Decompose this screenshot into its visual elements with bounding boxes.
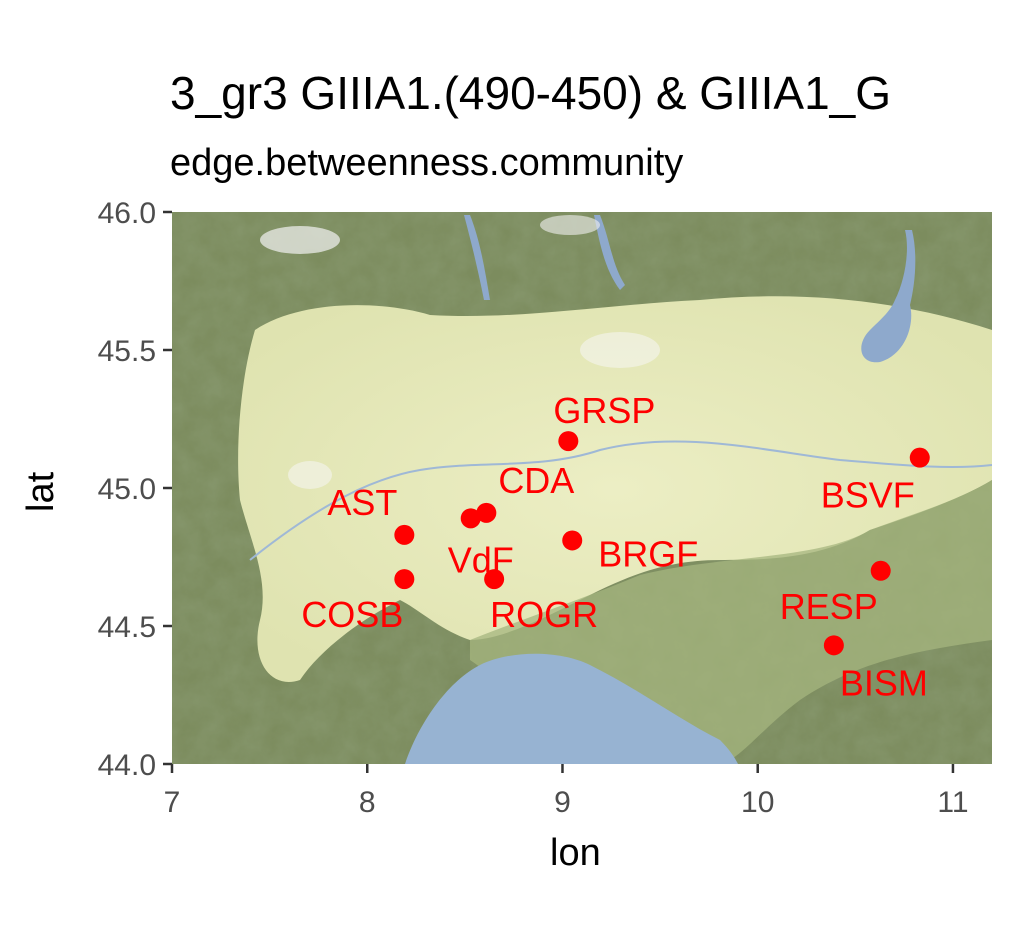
site-label: VdF (448, 539, 514, 580)
site-label: RESP (780, 586, 878, 627)
x-tick-label: 8 (359, 786, 376, 819)
site-point (484, 569, 505, 590)
site-label: BSVF (821, 475, 915, 516)
y-tick-label: 45.5 (98, 335, 156, 368)
y-tick-label: 44.0 (98, 749, 156, 782)
site-point (476, 502, 497, 523)
chart-title: 3_gr3 GIIIA1.(490-450) & GIIIA1_G (170, 67, 892, 119)
x-tick-label: 9 (554, 786, 571, 819)
site-label: CDA (498, 460, 574, 501)
lake-como (594, 215, 625, 290)
ligurian-sea (405, 653, 738, 764)
site-label: COSB (301, 594, 403, 635)
snow-patch (540, 215, 600, 235)
axes: 7 8 9 10 11 44.0 44.5 45.0 45.5 46.0 (98, 197, 969, 819)
basemap (172, 212, 992, 764)
x-tick-label: 10 (741, 786, 774, 819)
site-label: ROGR (490, 594, 598, 635)
urban-area (580, 332, 660, 368)
x-tick-label: 7 (164, 786, 181, 819)
site-label: BRGF (598, 533, 698, 574)
site-point (394, 524, 415, 545)
site-label: GRSP (553, 390, 655, 431)
site-point (558, 431, 579, 452)
urban-area (288, 461, 332, 489)
site-label: BISM (840, 662, 928, 703)
lake-maggiore (464, 215, 490, 300)
site-point (562, 530, 583, 551)
po-river (249, 440, 992, 561)
site-label: AST (327, 482, 397, 523)
site-point (909, 447, 930, 468)
site-point (394, 569, 415, 590)
y-tick-label: 46.0 (98, 197, 156, 230)
chart-subtitle: edge.betweenness.community (170, 142, 684, 184)
site-point (870, 560, 891, 581)
site-point (823, 635, 844, 656)
po-plain (238, 296, 992, 682)
site-point (460, 508, 481, 529)
y-tick-label: 44.5 (98, 611, 156, 644)
x-tick-label: 11 (937, 786, 968, 819)
y-tick-label: 45.0 (98, 473, 156, 506)
lake-garda (861, 230, 916, 363)
x-axis-title: lon (550, 832, 601, 874)
snow-patch (260, 226, 340, 254)
